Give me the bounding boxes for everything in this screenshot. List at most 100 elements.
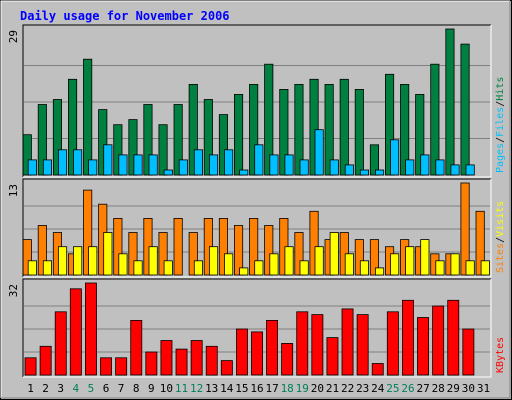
- bar-visits-visits-day-29: [450, 253, 460, 276]
- bar-visits-visits-day-27: [420, 239, 430, 276]
- bar-kbytes-kbytes-day-11: [175, 348, 188, 376]
- bar-visits-sites-day-12: [188, 232, 198, 276]
- bar-visits-visits-day-21: [329, 232, 339, 276]
- bar-visits-visits-day-7: [118, 253, 128, 276]
- bar-hits-hits-day-5: [83, 58, 93, 176]
- bar-kbytes-kbytes-day-27: [417, 317, 430, 376]
- day-label-2: 2: [42, 382, 49, 395]
- bar-visits-visits-day-22: [344, 253, 354, 276]
- panel-border-light: [23, 25, 492, 178]
- bar-visits-visits-day-28: [435, 260, 445, 276]
- bar-hits-files-day-16: [254, 144, 264, 176]
- panel-border-light: [23, 179, 492, 278]
- bar-hits-files-day-7: [118, 154, 128, 176]
- day-label-17: 17: [265, 382, 278, 395]
- bar-hits-hits-day-27: [415, 94, 425, 176]
- day-label-7: 7: [118, 382, 125, 395]
- bar-kbytes-kbytes-day-10: [160, 340, 173, 376]
- day-label-5: 5: [88, 382, 95, 395]
- bar-visits-sites-day-16: [249, 217, 259, 276]
- bar-hits-hits-day-25: [384, 73, 395, 176]
- panel-kbytes: 32 KBytes: [7, 278, 506, 378]
- bar-kbytes-kbytes-day-18: [281, 342, 294, 376]
- bar-hits-files-day-6: [103, 144, 113, 176]
- day-label-19: 19: [296, 382, 309, 395]
- axis-label-part: Pages: [495, 143, 506, 173]
- bar-hits-hits-day-18: [279, 89, 289, 176]
- bar-visits-visits-day-30: [465, 260, 475, 276]
- bar-hits-files-day-8: [133, 154, 143, 176]
- bar-hits-hits-day-24: [369, 144, 379, 176]
- day-label-6: 6: [103, 382, 110, 395]
- bar-hits-hits-day-1: [22, 134, 32, 176]
- bar-visits-visits-day-16: [254, 260, 264, 276]
- axis-label-part: KBytes: [495, 337, 506, 373]
- axis-label-part: Visits: [495, 201, 506, 237]
- bar-kbytes-kbytes-day-22: [341, 308, 354, 376]
- day-label-9: 9: [148, 382, 155, 395]
- bar-hits-files-day-12: [193, 149, 204, 176]
- bar-visits-sites-day-5: [83, 189, 93, 276]
- bar-kbytes-kbytes-day-4: [69, 288, 82, 376]
- scale-max-label: 13: [7, 184, 20, 197]
- bar-visits-visits-day-3: [58, 246, 68, 276]
- axis-label-part: Files: [495, 107, 506, 137]
- bar-kbytes-kbytes-day-3: [54, 311, 67, 376]
- bar-visits-visits-day-31: [480, 260, 490, 276]
- bar-visits-visits-day-8: [133, 260, 143, 276]
- axis-label-part: /: [495, 101, 506, 107]
- bar-visits-sites-day-23: [354, 239, 364, 276]
- day-label-25: 25: [386, 382, 399, 395]
- bar-kbytes-kbytes-day-9: [145, 351, 158, 376]
- day-label-1: 1: [27, 382, 34, 395]
- day-label-8: 8: [133, 382, 140, 395]
- bar-kbytes-kbytes-day-19: [296, 311, 309, 376]
- bar-kbytes-kbytes-day-5: [85, 282, 97, 376]
- panel-border-dark: [22, 24, 491, 177]
- bar-hits-hits-day-6: [98, 109, 108, 176]
- day-label-4: 4: [72, 382, 79, 395]
- day-label-27: 27: [416, 382, 429, 395]
- bar-visits-visits-day-20: [314, 246, 324, 276]
- bar-visits-visits-day-18: [284, 246, 294, 276]
- bar-visits-sites-day-11: [173, 217, 183, 276]
- bar-kbytes-kbytes-day-6: [100, 357, 113, 376]
- bar-visits-visits-day-17: [269, 253, 279, 276]
- bar-visits-visits-day-25: [390, 253, 400, 276]
- bar-visits-sites-day-10: [158, 232, 168, 276]
- bar-hits-hits-day-10: [158, 124, 168, 176]
- bar-hits-hits-day-15: [233, 94, 244, 176]
- bar-hits-files-day-28: [435, 159, 445, 176]
- bar-kbytes-kbytes-day-20: [311, 314, 324, 376]
- bar-hits-files-day-18: [284, 154, 294, 176]
- bar-hits-hits-day-30: [460, 43, 470, 176]
- bar-visits-visits-day-9: [148, 246, 158, 276]
- bar-visits-visits-day-5: [88, 246, 98, 276]
- day-label-30: 30: [462, 382, 475, 395]
- bar-kbytes-kbytes-day-8: [130, 319, 143, 376]
- day-label-28: 28: [432, 382, 445, 395]
- bar-visits-visits-day-10: [163, 260, 173, 276]
- bar-kbytes-kbytes-day-21: [326, 337, 339, 376]
- bar-kbytes-kbytes-day-15: [235, 328, 248, 376]
- bar-hits-files-day-14: [224, 149, 234, 176]
- day-label-24: 24: [371, 382, 385, 395]
- bar-hits-hits-day-11: [173, 104, 183, 176]
- bar-kbytes-kbytes-day-13: [205, 345, 218, 376]
- bar-kbytes-kbytes-day-29: [447, 299, 460, 376]
- bar-kbytes-kbytes-day-24: [371, 363, 384, 376]
- bar-hits-files-day-27: [420, 154, 430, 176]
- day-label-10: 10: [160, 382, 173, 395]
- bar-hits-files-day-4: [73, 149, 83, 176]
- bar-hits-files-day-2: [42, 159, 52, 176]
- bar-hits-hits-day-16: [249, 84, 259, 176]
- axis-label-visits: Sites/Visits: [495, 201, 506, 273]
- panel-border-dark: [22, 278, 491, 377]
- day-label-21: 21: [326, 382, 339, 395]
- bar-hits-hits-day-20: [309, 78, 319, 176]
- bar-hits-files-day-9: [148, 154, 158, 176]
- day-label-22: 22: [341, 382, 354, 395]
- day-label-16: 16: [250, 382, 263, 395]
